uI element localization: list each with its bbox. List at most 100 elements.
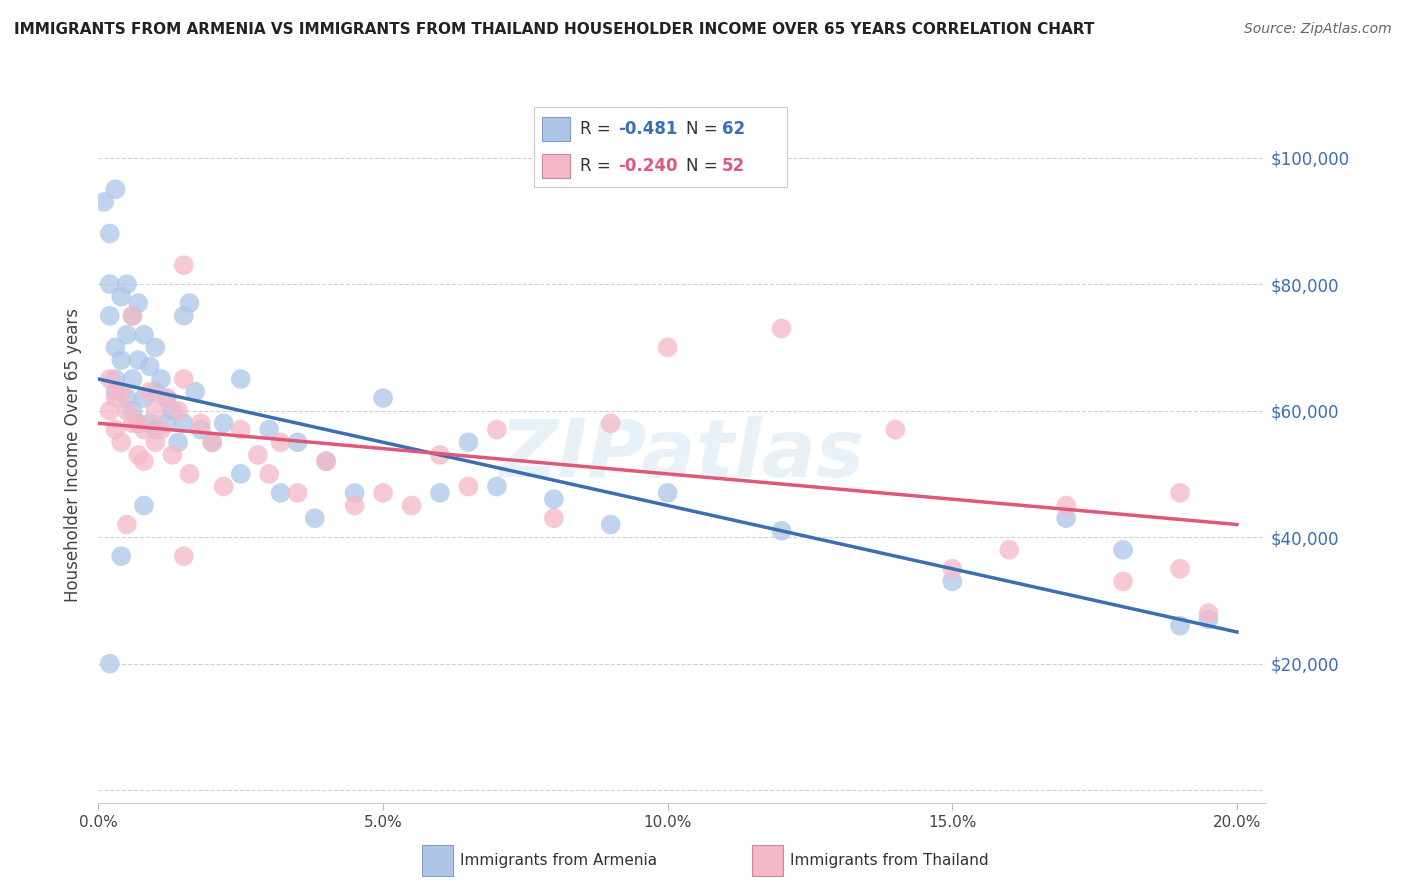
Point	[599, 517, 621, 532]
Point	[162, 403, 184, 417]
Point	[229, 372, 252, 386]
Point	[173, 309, 195, 323]
Point	[138, 384, 160, 399]
Point	[110, 435, 132, 450]
Point	[110, 290, 132, 304]
Point	[401, 499, 423, 513]
Point	[127, 417, 149, 431]
Point	[257, 467, 280, 481]
Point	[1112, 574, 1135, 589]
Bar	[541, 117, 569, 141]
Text: N =: N =	[686, 157, 723, 175]
Point	[941, 574, 963, 589]
Point	[457, 435, 479, 450]
Point	[143, 423, 166, 437]
Point	[1168, 618, 1191, 632]
Text: -0.481: -0.481	[617, 120, 678, 137]
Point	[138, 417, 160, 431]
Point	[429, 486, 451, 500]
Point	[104, 182, 127, 196]
Point	[115, 403, 138, 417]
Point	[770, 524, 793, 538]
Point	[1054, 499, 1077, 513]
Point	[143, 435, 166, 450]
Point	[343, 499, 366, 513]
Point	[104, 391, 127, 405]
Point	[127, 448, 149, 462]
Point	[98, 403, 121, 417]
Point	[121, 309, 143, 323]
Point	[110, 549, 132, 563]
Point	[104, 423, 127, 437]
Point	[599, 417, 621, 431]
Point	[121, 309, 143, 323]
Point	[1168, 486, 1191, 500]
Point	[485, 423, 508, 437]
Point	[304, 511, 326, 525]
Point	[371, 391, 394, 405]
Point	[1198, 606, 1220, 620]
Point	[150, 423, 173, 437]
Text: Immigrants from Thailand: Immigrants from Thailand	[790, 854, 988, 868]
Point	[212, 479, 235, 493]
Text: IMMIGRANTS FROM ARMENIA VS IMMIGRANTS FROM THAILAND HOUSEHOLDER INCOME OVER 65 Y: IMMIGRANTS FROM ARMENIA VS IMMIGRANTS FR…	[14, 22, 1094, 37]
Point	[115, 327, 138, 342]
Point	[98, 309, 121, 323]
Point	[212, 417, 235, 431]
Point	[543, 511, 565, 525]
Point	[127, 296, 149, 310]
Point	[167, 435, 190, 450]
Point	[98, 657, 121, 671]
Point	[201, 435, 224, 450]
Point	[173, 258, 195, 272]
Point	[156, 417, 179, 431]
Point	[110, 353, 132, 368]
Text: ZIPatlas: ZIPatlas	[499, 416, 865, 494]
Point	[115, 517, 138, 532]
Point	[132, 391, 155, 405]
Point	[270, 435, 292, 450]
Point	[132, 327, 155, 342]
Point	[93, 194, 115, 209]
Point	[770, 321, 793, 335]
Point	[115, 391, 138, 405]
Point	[143, 384, 166, 399]
Point	[190, 423, 212, 437]
Point	[104, 372, 127, 386]
Point	[150, 372, 173, 386]
Point	[121, 403, 143, 417]
Point	[998, 542, 1021, 557]
Point	[315, 454, 337, 468]
Point	[173, 372, 195, 386]
Point	[98, 227, 121, 241]
Point	[429, 448, 451, 462]
Point	[941, 562, 963, 576]
Point	[257, 423, 280, 437]
Point	[1198, 612, 1220, 626]
Point	[184, 384, 207, 399]
Point	[457, 479, 479, 493]
Point	[127, 417, 149, 431]
Point	[543, 492, 565, 507]
Text: Immigrants from Armenia: Immigrants from Armenia	[460, 854, 657, 868]
Point	[343, 486, 366, 500]
Bar	[541, 153, 569, 178]
Text: N =: N =	[686, 120, 723, 137]
Point	[1168, 562, 1191, 576]
Point	[179, 296, 201, 310]
Point	[1054, 511, 1077, 525]
Point	[162, 448, 184, 462]
Point	[371, 486, 394, 500]
Point	[229, 423, 252, 437]
Point	[156, 391, 179, 405]
Point	[173, 417, 195, 431]
Point	[132, 454, 155, 468]
Point	[104, 384, 127, 399]
Point	[287, 486, 309, 500]
Text: -0.240: -0.240	[617, 157, 678, 175]
Point	[121, 372, 143, 386]
Point	[98, 372, 121, 386]
Point	[167, 403, 190, 417]
Point	[287, 435, 309, 450]
Point	[138, 359, 160, 374]
